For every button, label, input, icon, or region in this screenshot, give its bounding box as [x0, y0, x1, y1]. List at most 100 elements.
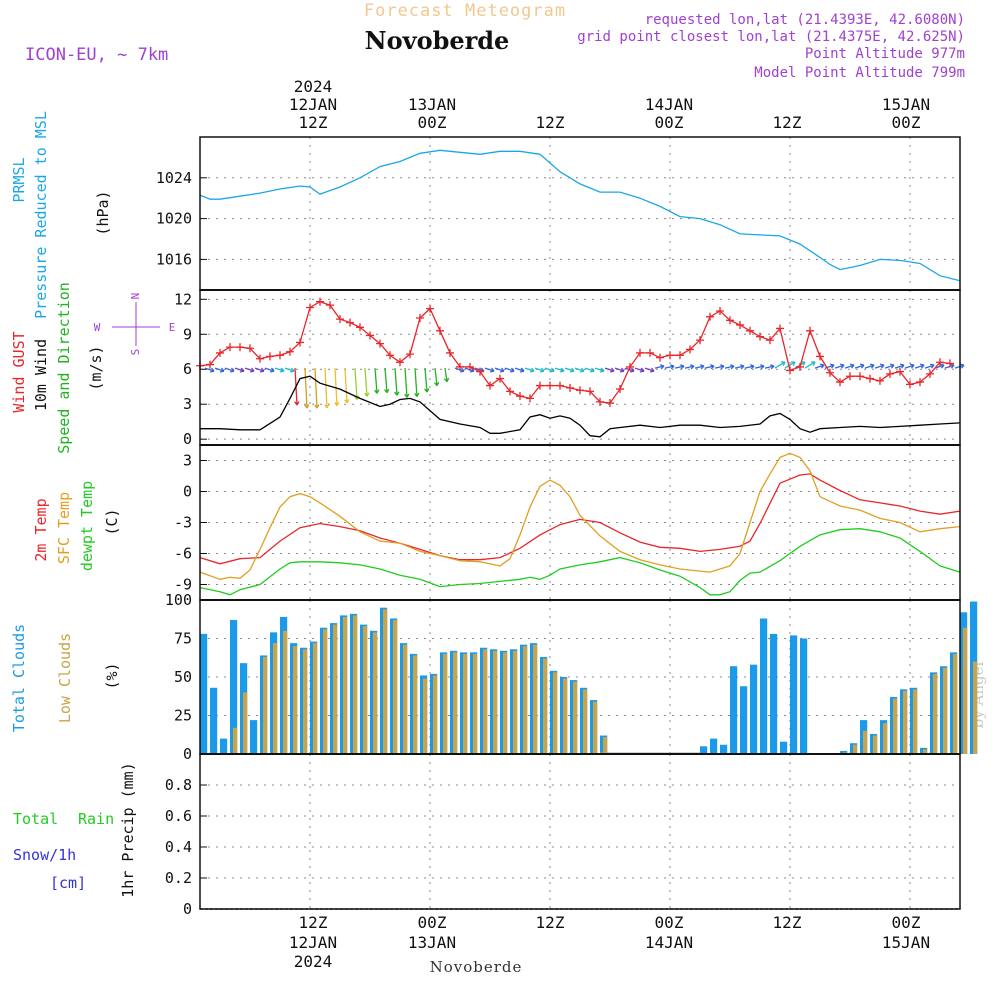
- cloud-label-total: Total Clouds: [10, 624, 28, 732]
- gust-marker: [276, 351, 284, 360]
- bar-low-cloud: [543, 658, 548, 754]
- gust-marker: [266, 352, 274, 361]
- wind-arrow-head: [760, 364, 765, 370]
- wind-arrow: [244, 367, 255, 372]
- wind-arrow-head: [899, 363, 905, 369]
- gust-marker: [226, 343, 234, 352]
- bar-total-cloud: [720, 744, 728, 754]
- compass-s: S: [129, 349, 142, 356]
- wind-arrow: [584, 367, 595, 372]
- wind-arrow: [644, 367, 655, 372]
- bar-low-cloud: [353, 615, 358, 754]
- gust-marker: [636, 348, 644, 357]
- series-line: [199, 473, 961, 565]
- wind-arrow-head: [740, 364, 745, 370]
- wind-arrow-head: [499, 367, 505, 373]
- wind-arrow: [664, 365, 675, 369]
- gust-marker: [596, 397, 604, 406]
- gust-marker: [486, 381, 494, 390]
- bar-low-cloud: [323, 629, 328, 754]
- wind-arrow: [714, 365, 725, 369]
- series-line: [199, 149, 961, 282]
- top-hour: 00Z: [418, 113, 447, 132]
- bottom-hour: 12Z: [773, 913, 802, 932]
- wind-arrow-head: [639, 367, 645, 373]
- bottom-date-15jan: 15JAN: [882, 933, 930, 952]
- bar-low-cloud: [873, 735, 878, 754]
- wind-arrow: [444, 367, 448, 382]
- wind-arrow: [844, 364, 855, 369]
- wind-arrow-head: [374, 389, 380, 394]
- wind-arrow-head: [239, 367, 245, 373]
- top-year: 2024: [294, 77, 333, 96]
- wind-arrow-head: [849, 363, 855, 369]
- gust-marker: [526, 394, 534, 403]
- wind-arrow-head: [519, 367, 525, 373]
- y-tick-label: 3: [183, 395, 192, 413]
- y-tick-label: 0: [183, 900, 192, 918]
- wind-arrow: [614, 367, 625, 372]
- wind-arrow-head: [859, 363, 865, 369]
- wind-arrow: [514, 367, 525, 372]
- wind-arrow: [494, 367, 505, 372]
- y-tick-label: 0.8: [165, 776, 192, 794]
- gust-marker: [586, 387, 594, 396]
- wind-arrow-head: [690, 364, 695, 370]
- wind-arrow: [744, 365, 755, 369]
- wind-arrow: [704, 365, 715, 369]
- temp-labels: 2m Temp SFC Temp dewpt Temp (C): [32, 481, 121, 571]
- y-tick-label: 9: [183, 325, 192, 343]
- legend-snow: Snow/1h: [13, 846, 76, 864]
- bar-low-cloud: [533, 644, 538, 754]
- wind-arrow: [724, 365, 735, 369]
- gust-marker: [296, 338, 304, 347]
- gust-marker: [316, 297, 324, 306]
- wind-arrow: [634, 367, 645, 372]
- model-altitude: Model Point Altitude 799m: [754, 65, 965, 81]
- bar-low-cloud: [933, 673, 938, 754]
- wind-arrow: [764, 365, 775, 369]
- bar-low-cloud: [893, 698, 898, 754]
- wind-compass: N S W E: [94, 293, 176, 356]
- wind-arrow-head: [770, 364, 775, 370]
- wind-arrow: [344, 368, 348, 403]
- gust-marker: [916, 378, 924, 387]
- bar-total-cloud: [210, 687, 218, 754]
- gust-marker: [566, 383, 574, 392]
- bar-low-cloud: [923, 749, 928, 754]
- wind-arrow-head: [909, 363, 915, 369]
- bar-low-cloud: [473, 653, 478, 754]
- bar-low-cloud: [233, 727, 238, 754]
- temp-unit: (C): [103, 508, 121, 535]
- wind-arrow: [374, 368, 378, 394]
- gust-marker: [626, 362, 634, 371]
- bar-low-cloud: [973, 661, 978, 754]
- gust-marker: [216, 348, 224, 357]
- gust-marker: [436, 326, 444, 335]
- wind-arrow-head: [334, 401, 340, 407]
- wind-arrow: [834, 364, 845, 369]
- wind-arrow-head: [710, 364, 715, 370]
- temp-label-2m: 2m Temp: [32, 498, 50, 561]
- compass-w: W: [94, 321, 101, 334]
- pressure-labels: PRMSL Pressure Reduced to MSL (hPa): [10, 111, 112, 319]
- y-tick-label: -6: [174, 545, 192, 563]
- bar-low-cloud: [883, 723, 888, 754]
- bar-low-cloud: [943, 667, 948, 754]
- wind-arrow: [204, 367, 215, 372]
- wind-arrow: [404, 368, 408, 398]
- wind-arrow-head: [294, 401, 300, 406]
- wind-arrow-head: [919, 363, 925, 369]
- bar-low-cloud: [553, 672, 558, 754]
- wind-arrow-head: [529, 367, 535, 373]
- temp-label-dewpt: dewpt Temp: [78, 481, 96, 571]
- wind-arrow-head: [609, 367, 615, 373]
- gust-marker: [786, 366, 794, 375]
- gust-marker: [326, 301, 334, 310]
- y-tick-label: 100: [165, 591, 192, 609]
- wind-arrow-head: [459, 367, 465, 373]
- top-date-15jan: 15JAN: [882, 95, 930, 114]
- wind-arrow: [694, 365, 705, 369]
- gust-marker: [386, 351, 394, 360]
- wind-arrow-head: [629, 367, 635, 373]
